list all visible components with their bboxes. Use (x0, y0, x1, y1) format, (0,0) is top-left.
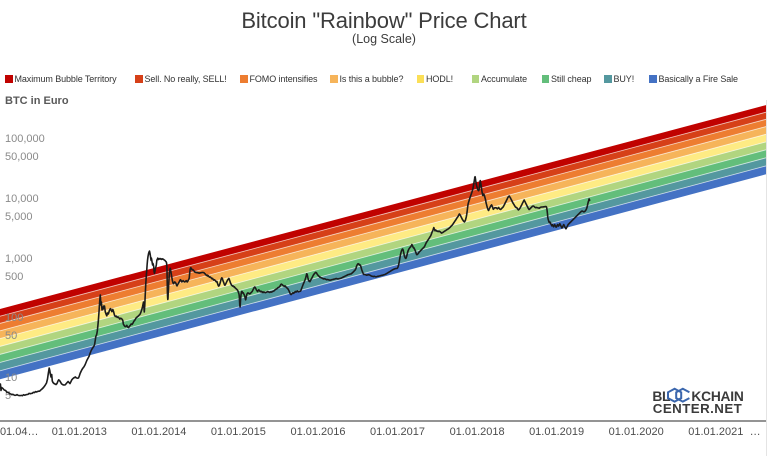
svg-text:KCHAIN: KCHAIN (691, 389, 743, 404)
svg-text:BL: BL (652, 389, 670, 404)
svg-text:CENTER.NET: CENTER.NET (653, 401, 742, 416)
